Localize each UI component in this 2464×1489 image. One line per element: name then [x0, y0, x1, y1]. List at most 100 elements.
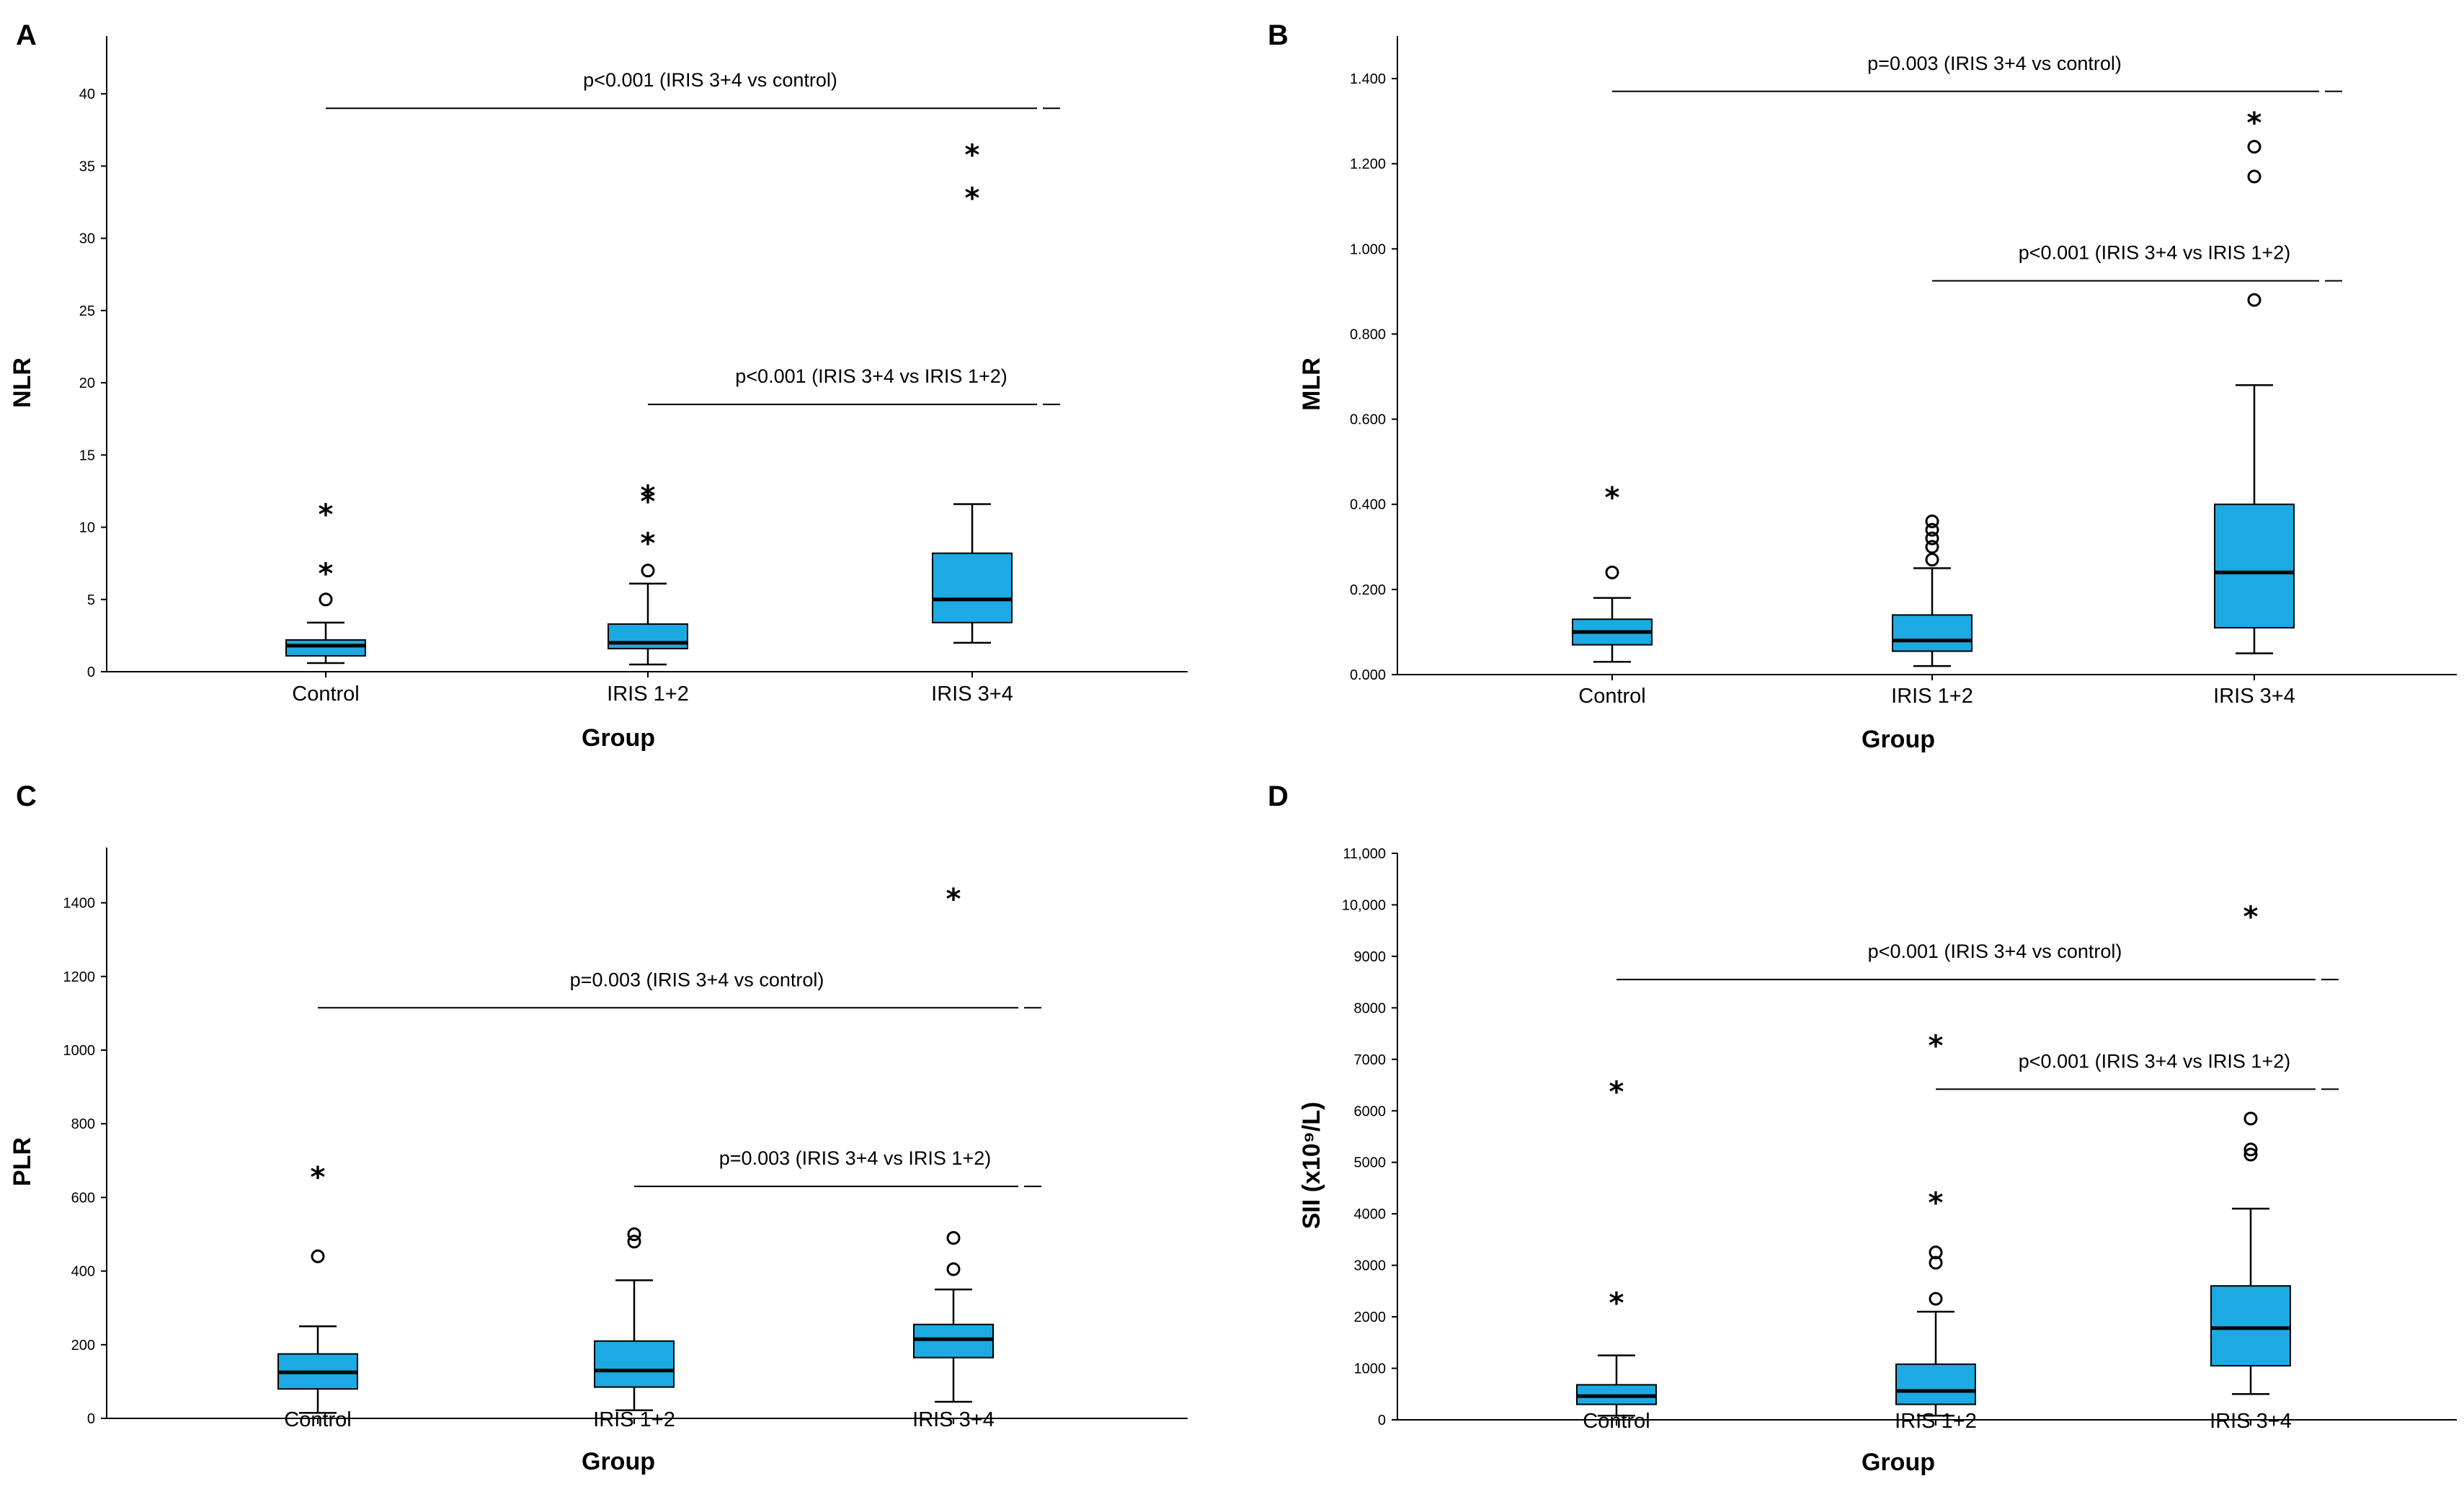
y-tick-label: 40 — [79, 86, 95, 102]
y-tick-label: 0.200 — [1350, 582, 1386, 598]
box-group-1: ** — [285, 499, 366, 665]
x-tick-label: IRIS 1+2 — [1891, 685, 1973, 708]
outlier-circle — [2243, 1147, 2258, 1162]
y-tick-label: 600 — [71, 1190, 95, 1206]
y-tick-label: 35 — [79, 159, 95, 174]
y-tick-label: 0 — [87, 1411, 95, 1427]
outlier-circle — [2247, 140, 2261, 154]
outlier-circle — [2247, 169, 2261, 184]
extreme-outlier-star: * — [319, 558, 334, 591]
y-tick-label: 1.200 — [1350, 156, 1386, 172]
y-tick-label: 1.400 — [1350, 71, 1386, 87]
y-axis-title: NLR — [9, 357, 36, 408]
significance-label: p=0.003 (IRIS 3+4 vs control) — [570, 969, 824, 990]
outlier-circle — [946, 1231, 961, 1245]
outlier-circle — [1925, 523, 1939, 537]
box-group-2: *** — [608, 479, 688, 666]
x-tick-label: IRIS 3+4 — [912, 1408, 995, 1431]
box-group-2: ** — [1895, 1029, 1976, 1417]
outlier-circle — [319, 592, 333, 607]
y-tick-label: 5 — [87, 592, 95, 608]
y-tick-label: 4000 — [1354, 1206, 1387, 1222]
x-tick-label: IRIS 3+4 — [2213, 685, 2295, 708]
y-tick-label: 7000 — [1354, 1052, 1387, 1068]
y-tick-label: 0 — [1378, 1413, 1386, 1428]
y-tick-label: 0 — [87, 665, 95, 680]
outlier-circle — [627, 1235, 641, 1249]
outlier-circle — [1605, 565, 1619, 579]
outlier-circle — [1925, 514, 1939, 528]
box-group-2 — [1892, 514, 1972, 667]
extreme-outlier-star: * — [2243, 901, 2259, 934]
extreme-outlier-star: * — [1929, 1029, 1944, 1062]
outlier-circle — [1929, 1255, 1943, 1270]
significance-annotation-2: p<0.001 (IRIS 3+4 vs IRIS 1+2) — [1936, 1050, 2339, 1090]
box-group-1: * — [277, 1161, 358, 1414]
extreme-outlier-star: * — [965, 138, 980, 172]
y-tick-label: 200 — [71, 1338, 95, 1354]
y-tick-label: 9000 — [1354, 949, 1387, 965]
x-tick-label: IRIS 1+2 — [593, 1408, 675, 1431]
iqr-box — [594, 1340, 675, 1388]
x-tick-label: Control — [292, 683, 360, 706]
panel-c-plr-boxplot: C 0 200 400 600 800 1000 1200 1400 Control IRIS 1+… — [0, 742, 1232, 1489]
iqr-box — [285, 639, 366, 657]
x-axis-title: Group — [1862, 1449, 1935, 1476]
significance-annotation-2: p=0.003 (IRIS 3+4 vs IRIS 1+2) — [634, 1147, 1041, 1188]
x-tick-label: IRIS 3+4 — [2210, 1410, 2292, 1433]
panel-a-nlr-boxplot: A 0 5 10 15 20 25 30 35 40 Control IRIS 1+2 IRIS 3+4… — [0, 0, 1232, 752]
panel-letter: B — [1268, 19, 1289, 51]
outlier-circle — [2243, 1142, 2258, 1157]
significance-label: p=0.003 (IRIS 3+4 vs control) — [1867, 53, 2122, 74]
y-tick-label: 0.400 — [1350, 497, 1386, 513]
y-tick-label: 15 — [79, 448, 95, 463]
y-axis-title: MLR — [1298, 357, 1325, 411]
iqr-box — [913, 1323, 994, 1359]
y-axis-title: PLR — [9, 1137, 36, 1186]
outlier-circle — [641, 564, 655, 578]
iqr-box — [932, 552, 1013, 623]
extreme-outlier-star: * — [1609, 1076, 1624, 1109]
panel-b-mlr-boxplot: B 0.000 0.200 0.400 0.600 0.800 1.000 1.200 1.40… — [1232, 0, 2463, 753]
y-tick-label: 800 — [71, 1116, 95, 1132]
mlr-chart-svg: B 0.000 0.200 0.400 0.600 0.800 1.000 1.200 1.40… — [1268, 19, 2457, 753]
outlier-circle — [627, 1227, 641, 1242]
y-tick-label: 400 — [71, 1264, 95, 1280]
extreme-outlier-star: * — [311, 1161, 326, 1194]
x-tick-label: IRIS 3+4 — [931, 683, 1013, 706]
outlier-circle — [2243, 1111, 2258, 1126]
iqr-box — [2214, 503, 2295, 629]
significance-annotation-2: p<0.001 (IRIS 3+4 vs IRIS 1+2) — [648, 365, 1060, 406]
outlier-circle — [1929, 1245, 1943, 1260]
panel-letter: D — [1268, 781, 1289, 812]
extreme-outlier-star: * — [641, 485, 656, 518]
y-tick-label: 10,000 — [1342, 897, 1386, 913]
y-tick-label: 1400 — [63, 896, 96, 912]
box-group-3: * — [2210, 901, 2291, 1395]
extreme-outlier-star: * — [641, 528, 656, 561]
panel-letter: A — [16, 19, 37, 51]
box-group-1: ** — [1576, 1076, 1657, 1417]
box-group-3: * — [2214, 107, 2295, 654]
significance-label: p<0.001 (IRIS 3+4 vs IRIS 1+2) — [2019, 242, 2290, 264]
panel-d-sii-boxplot: D 0 1000 2000 3000 4000 5000 6000 7000 8000 9000 10… — [1232, 742, 2463, 1489]
y-tick-label: 1000 — [63, 1043, 96, 1059]
extreme-outlier-star: * — [1605, 481, 1620, 515]
sii-chart-svg: D 0 1000 2000 3000 4000 5000 6000 7000 8000 9000 10… — [1268, 781, 2457, 1476]
significance-annotation-2: p<0.001 (IRIS 3+4 vs IRIS 1+2) — [1932, 242, 2342, 282]
y-tick-label: 20 — [79, 375, 95, 391]
box-group-1: * — [1572, 481, 1653, 663]
outlier-circle — [946, 1262, 961, 1276]
y-tick-label: 30 — [79, 231, 95, 247]
x-tick-label: Control — [1578, 685, 1646, 708]
y-tick-label: 5000 — [1354, 1155, 1387, 1171]
extreme-outlier-star: * — [1929, 1186, 1944, 1219]
extreme-outlier-star: * — [1609, 1287, 1624, 1320]
y-tick-label: 10 — [79, 520, 95, 536]
iqr-box — [1895, 1363, 1976, 1405]
significance-annotation-1: p=0.003 (IRIS 3+4 vs control) — [1612, 53, 2342, 92]
outlier-circle — [311, 1249, 325, 1263]
x-tick-label: IRIS 1+2 — [607, 683, 689, 706]
outlier-circle — [1929, 1292, 1943, 1306]
x-axis-title: Group — [1862, 726, 1935, 753]
